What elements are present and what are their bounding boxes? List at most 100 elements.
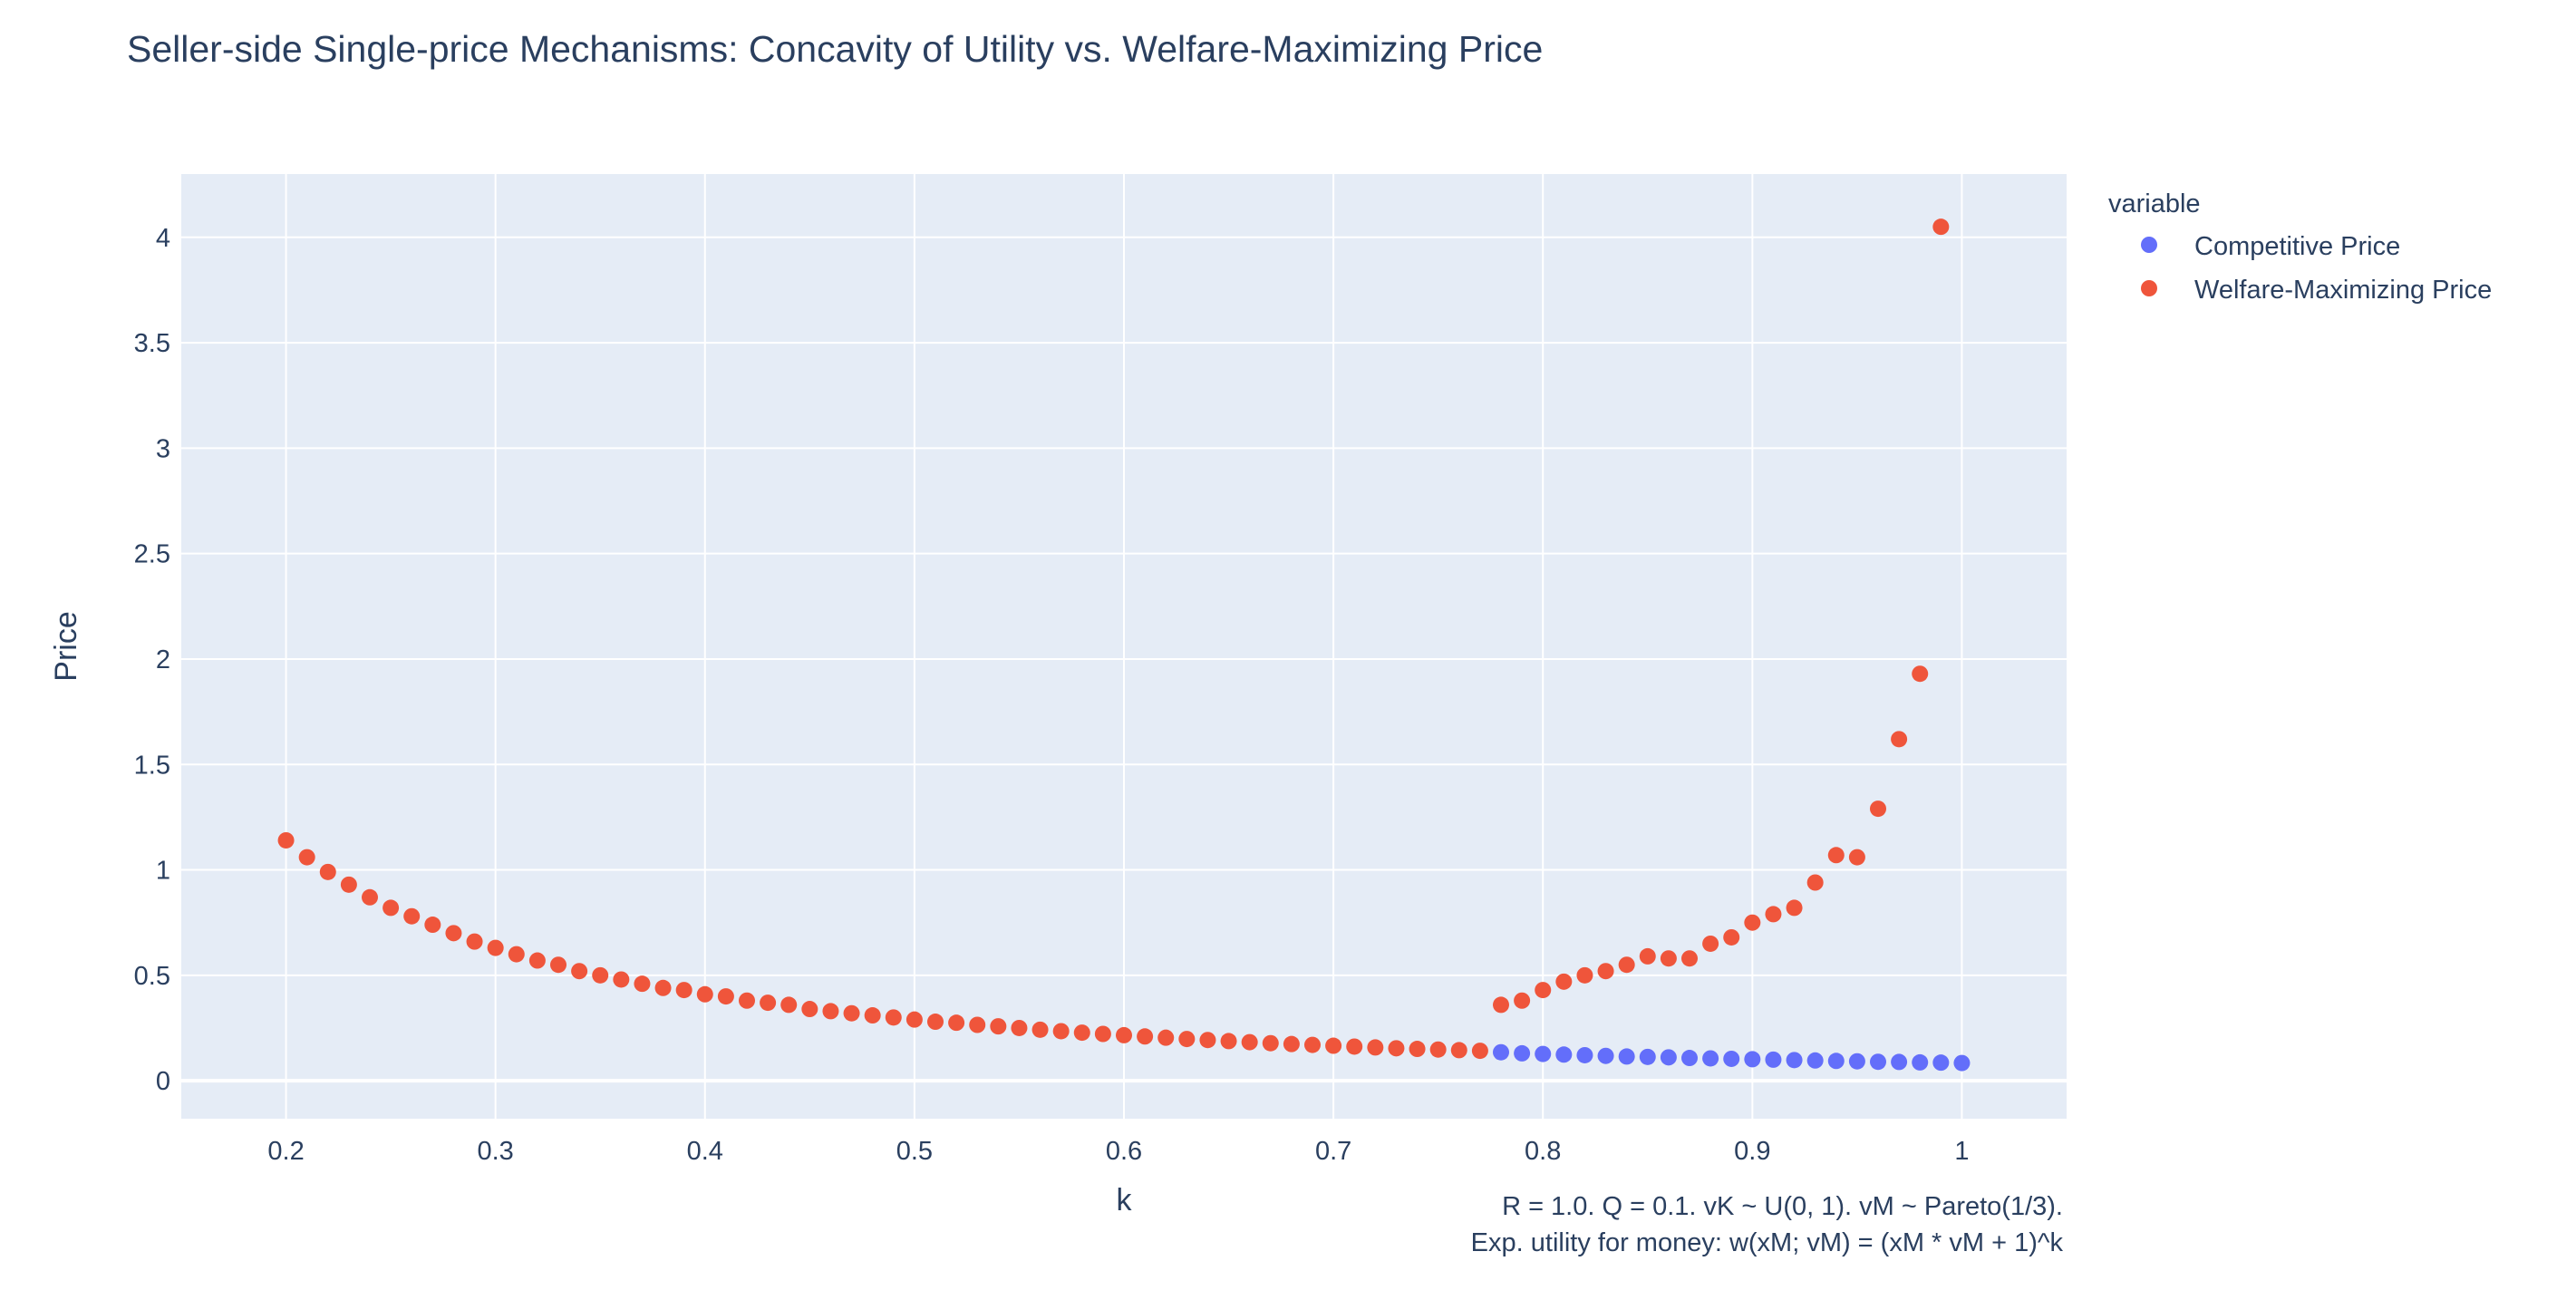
data-point[interactable] <box>1157 1029 1175 1046</box>
data-point[interactable] <box>1932 218 1950 236</box>
data-point[interactable] <box>1639 947 1656 965</box>
data-point[interactable] <box>1786 899 1803 917</box>
data-point[interactable] <box>1367 1039 1384 1056</box>
data-point[interactable] <box>1220 1033 1237 1050</box>
data-point[interactable] <box>1409 1041 1426 1058</box>
data-point[interactable] <box>1765 906 1782 923</box>
data-point[interactable] <box>571 963 588 980</box>
data-point[interactable] <box>1555 973 1573 990</box>
data-point[interactable] <box>1953 1054 1971 1072</box>
data-point[interactable] <box>319 863 336 880</box>
data-point[interactable] <box>1848 1053 1865 1070</box>
data-point[interactable] <box>1723 1050 1740 1067</box>
data-point[interactable] <box>1514 1044 1531 1062</box>
data-point[interactable] <box>403 907 421 925</box>
data-point[interactable] <box>1639 1048 1656 1065</box>
data-point[interactable] <box>1576 1046 1593 1063</box>
data-point[interactable] <box>445 925 462 942</box>
data-point[interactable] <box>298 849 315 866</box>
data-point[interactable] <box>1744 1051 1761 1068</box>
data-point[interactable] <box>696 985 713 1003</box>
data-point[interactable] <box>927 1014 944 1031</box>
data-point[interactable] <box>424 917 441 934</box>
data-point[interactable] <box>1493 996 1509 1014</box>
data-point[interactable] <box>1388 1040 1405 1057</box>
data-point[interactable] <box>1178 1031 1196 1048</box>
data-point[interactable] <box>1870 1053 1886 1071</box>
data-point[interactable] <box>1618 1048 1635 1065</box>
data-point[interactable] <box>1702 1050 1719 1067</box>
data-point[interactable] <box>487 939 504 956</box>
data-point[interactable] <box>780 996 798 1014</box>
data-point[interactable] <box>1137 1028 1154 1045</box>
data-point[interactable] <box>1827 1053 1845 1070</box>
legend-item-welfare[interactable]: Welfare-Maximizing Price <box>2141 276 2492 305</box>
legend-item-competitive[interactable]: Competitive Price <box>2141 232 2400 261</box>
data-point[interactable] <box>1660 950 1677 967</box>
data-point[interactable] <box>885 1009 902 1026</box>
data-point[interactable] <box>1325 1037 1342 1054</box>
data-point[interactable] <box>1031 1021 1049 1038</box>
data-point[interactable] <box>864 1007 881 1024</box>
data-point[interactable] <box>822 1003 839 1020</box>
data-point[interactable] <box>508 946 525 963</box>
data-point[interactable] <box>1429 1041 1447 1058</box>
data-point[interactable] <box>1241 1033 1258 1051</box>
data-point[interactable] <box>1535 1045 1552 1062</box>
data-point[interactable] <box>466 933 483 950</box>
data-point[interactable] <box>1262 1034 1279 1052</box>
data-point[interactable] <box>739 992 755 1009</box>
data-point[interactable] <box>1660 1049 1677 1066</box>
data-point[interactable] <box>1304 1036 1321 1053</box>
data-point[interactable] <box>277 831 295 849</box>
data-point[interactable] <box>948 1014 965 1032</box>
data-point[interactable] <box>1450 1042 1467 1059</box>
data-point[interactable] <box>1681 1050 1698 1067</box>
data-point[interactable] <box>1576 966 1593 984</box>
data-point[interactable] <box>1891 1053 1908 1071</box>
data-point[interactable] <box>1827 847 1845 864</box>
data-point[interactable] <box>760 994 777 1012</box>
data-point[interactable] <box>592 966 609 984</box>
data-point[interactable] <box>550 956 567 974</box>
data-point[interactable] <box>675 982 692 999</box>
data-point[interactable] <box>1912 1053 1929 1071</box>
data-point[interactable] <box>1493 1043 1509 1061</box>
data-point[interactable] <box>1618 956 1635 974</box>
data-point[interactable] <box>1806 1052 1824 1069</box>
data-point[interactable] <box>1702 935 1719 952</box>
data-point[interactable] <box>1848 849 1865 866</box>
data-point[interactable] <box>717 988 734 1005</box>
data-point[interactable] <box>1052 1023 1070 1040</box>
data-point[interactable] <box>1199 1032 1216 1049</box>
data-point[interactable] <box>1011 1019 1028 1036</box>
data-point[interactable] <box>528 952 546 969</box>
data-point[interactable] <box>905 1011 923 1028</box>
data-point[interactable] <box>654 979 672 996</box>
data-point[interactable] <box>1597 1047 1614 1064</box>
data-point[interactable] <box>1723 928 1740 946</box>
data-point[interactable] <box>1681 950 1698 967</box>
data-point[interactable] <box>1073 1024 1090 1042</box>
data-point[interactable] <box>634 975 651 993</box>
data-point[interactable] <box>383 899 400 917</box>
data-point[interactable] <box>801 1001 818 1018</box>
data-point[interactable] <box>969 1016 986 1033</box>
data-point[interactable] <box>1535 982 1552 999</box>
data-point[interactable] <box>340 876 357 893</box>
data-point[interactable] <box>1786 1052 1803 1069</box>
data-point[interactable] <box>1116 1026 1132 1043</box>
data-point[interactable] <box>1514 992 1531 1009</box>
data-point[interactable] <box>1346 1038 1363 1055</box>
data-point[interactable] <box>1471 1043 1488 1060</box>
data-point[interactable] <box>1283 1035 1300 1053</box>
data-point[interactable] <box>1891 731 1908 748</box>
data-point[interactable] <box>362 888 378 906</box>
data-point[interactable] <box>1597 963 1614 980</box>
data-point[interactable] <box>1765 1051 1782 1068</box>
data-point[interactable] <box>1744 914 1761 931</box>
data-point[interactable] <box>1094 1025 1111 1043</box>
data-point[interactable] <box>990 1018 1007 1035</box>
data-point[interactable] <box>1870 800 1886 818</box>
data-point[interactable] <box>843 1004 860 1022</box>
